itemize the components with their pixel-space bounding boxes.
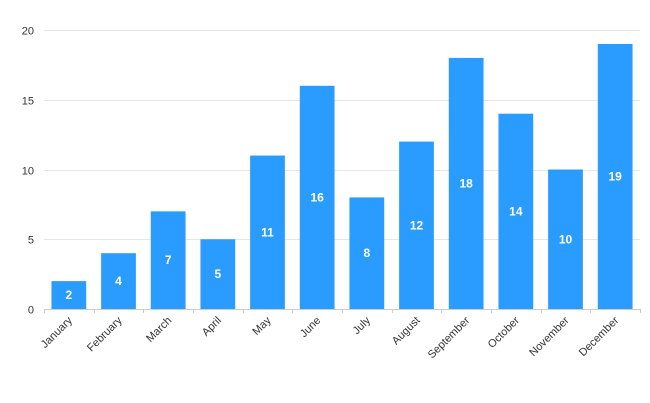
bar-september	[448, 57, 484, 310]
data-label-august: 12	[410, 218, 424, 232]
bar-april	[200, 239, 236, 309]
y-tick-label: 10	[22, 166, 34, 178]
y-tick-label: 0	[28, 305, 34, 317]
x-tick-label-february: February	[85, 314, 125, 354]
data-label-january: 2	[65, 288, 72, 302]
bar-may	[250, 155, 285, 309]
bar-march	[150, 211, 186, 309]
bar-january	[51, 281, 87, 309]
data-label-october: 14	[509, 204, 523, 218]
y-axis-tick-labels: 0 5 10 15 20	[22, 26, 34, 317]
data-label-september: 18	[459, 176, 473, 190]
data-label-may: 11	[261, 225, 274, 239]
x-tick-label-october: October	[486, 314, 522, 350]
x-tick-label-june: June	[298, 315, 323, 340]
bars	[51, 43, 633, 310]
x-axis	[44, 309, 641, 313]
bar-november	[548, 169, 583, 309]
grid-lines	[44, 30, 640, 240]
data-label-february: 4	[115, 274, 122, 288]
data-label-december: 19	[608, 169, 622, 183]
y-tick-label: 20	[22, 26, 34, 38]
data-labels: 2 4 7 5 11 16 8 12 18 14 10 19	[65, 169, 622, 302]
x-tick-label-august: August	[390, 315, 423, 348]
x-axis-tick-labels: January February March April May June July Augu…	[39, 314, 622, 361]
x-tick-label-may: May	[250, 314, 274, 338]
x-tick-label-january: January	[39, 314, 76, 351]
bar-december	[597, 43, 633, 309]
x-tick-label-april: April	[200, 315, 224, 339]
y-tick-label: 5	[28, 235, 34, 247]
bar-june	[299, 85, 335, 309]
data-label-april: 5	[214, 267, 221, 281]
y-tick-label: 15	[22, 96, 34, 108]
x-tick-label-march: March	[144, 315, 174, 345]
x-tick-label-july: July	[351, 314, 374, 337]
data-label-march: 7	[165, 253, 172, 267]
bar-february	[101, 253, 136, 309]
data-label-november: 10	[559, 232, 573, 246]
bar-october	[498, 113, 534, 309]
data-label-june: 16	[310, 190, 324, 204]
data-label-july: 8	[363, 246, 370, 260]
bar-july	[349, 197, 385, 309]
x-tick-label-november: November	[527, 314, 572, 359]
x-tick-label-september: September	[426, 314, 473, 361]
x-tick-label-december: December	[577, 314, 622, 359]
bar-august	[399, 141, 434, 309]
